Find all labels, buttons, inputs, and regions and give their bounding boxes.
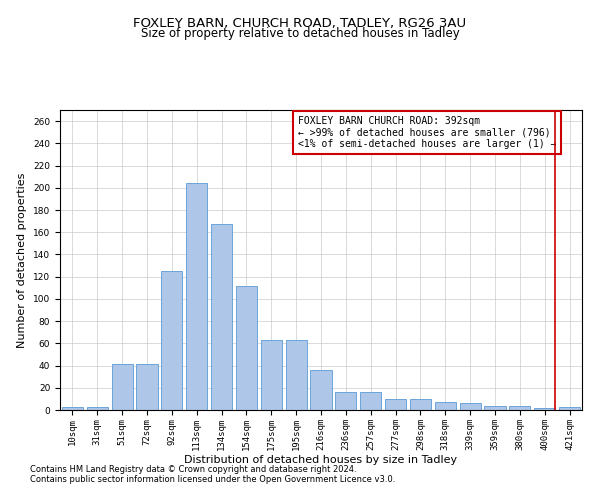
- Bar: [136, 364, 158, 410]
- Bar: [360, 392, 381, 410]
- Bar: [460, 404, 481, 410]
- Text: Size of property relative to detached houses in Tadley: Size of property relative to detached ho…: [140, 28, 460, 40]
- Bar: [310, 370, 332, 410]
- Bar: [211, 224, 232, 410]
- Bar: [484, 406, 506, 410]
- Bar: [161, 271, 182, 410]
- X-axis label: Distribution of detached houses by size in Tadley: Distribution of detached houses by size …: [184, 456, 458, 466]
- Bar: [186, 184, 207, 410]
- Text: Contains public sector information licensed under the Open Government Licence v3: Contains public sector information licen…: [30, 476, 395, 484]
- Bar: [286, 340, 307, 410]
- Bar: [385, 399, 406, 410]
- Text: Contains HM Land Registry data © Crown copyright and database right 2024.: Contains HM Land Registry data © Crown c…: [30, 466, 356, 474]
- Bar: [261, 340, 282, 410]
- Bar: [534, 408, 555, 410]
- Bar: [236, 286, 257, 410]
- Bar: [410, 399, 431, 410]
- Y-axis label: Number of detached properties: Number of detached properties: [17, 172, 28, 348]
- Bar: [62, 406, 83, 410]
- Bar: [87, 406, 108, 410]
- Bar: [435, 402, 456, 410]
- Bar: [335, 392, 356, 410]
- Bar: [112, 364, 133, 410]
- Text: FOXLEY BARN CHURCH ROAD: 392sqm
← >99% of detached houses are smaller (796)
<1% : FOXLEY BARN CHURCH ROAD: 392sqm ← >99% o…: [298, 116, 556, 149]
- Bar: [559, 406, 580, 410]
- Bar: [509, 406, 530, 410]
- Text: FOXLEY BARN, CHURCH ROAD, TADLEY, RG26 3AU: FOXLEY BARN, CHURCH ROAD, TADLEY, RG26 3…: [133, 18, 467, 30]
